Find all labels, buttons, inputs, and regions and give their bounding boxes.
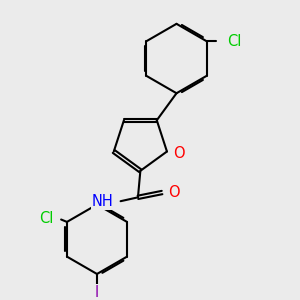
Text: I: I xyxy=(95,285,99,300)
Text: O: O xyxy=(173,146,184,161)
Text: O: O xyxy=(168,185,180,200)
Text: NH: NH xyxy=(92,194,114,209)
Text: Cl: Cl xyxy=(39,211,53,226)
Text: Cl: Cl xyxy=(227,34,241,49)
